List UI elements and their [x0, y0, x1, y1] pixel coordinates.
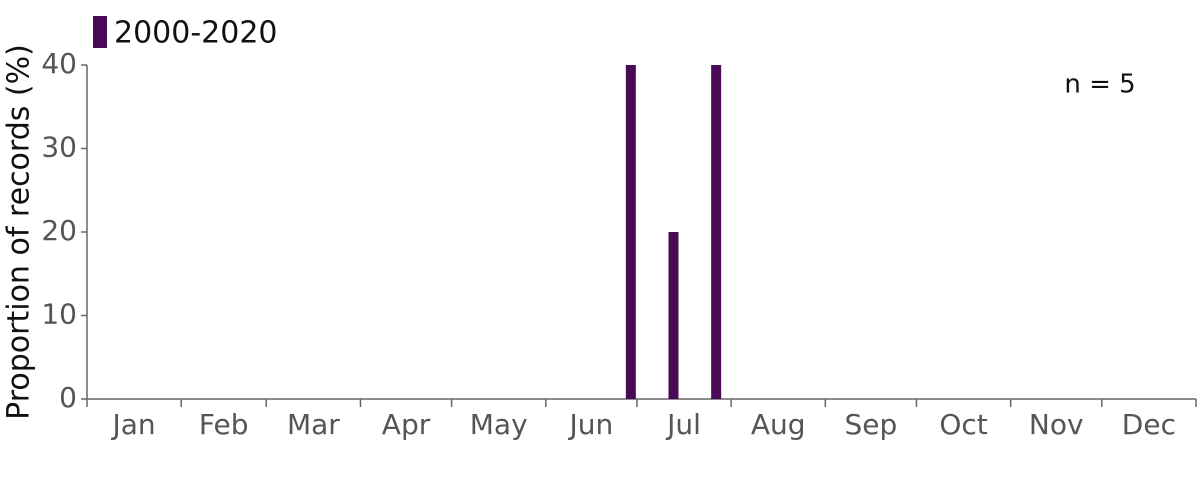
- x-tick-label: Jan: [111, 408, 156, 441]
- bar: [625, 65, 636, 399]
- legend-swatch: [93, 16, 107, 48]
- bar: [711, 65, 722, 399]
- x-tick-label: Apr: [382, 408, 431, 441]
- y-tick-label: 10: [41, 298, 77, 331]
- x-tick-label: Aug: [751, 408, 806, 441]
- x-tick-label: Jun: [567, 408, 613, 441]
- x-tick-label: Feb: [199, 408, 249, 441]
- x-tick-label: Jul: [665, 408, 701, 441]
- x-tick-label: Mar: [287, 408, 340, 441]
- y-tick-label: 0: [59, 381, 77, 414]
- x-tick-label: Dec: [1122, 408, 1176, 441]
- y-tick-label: 20: [41, 214, 77, 247]
- annotation: n = 5: [1064, 70, 1135, 100]
- y-axis-title: Proportion of records (%): [2, 44, 37, 420]
- x-tick-label: Nov: [1029, 408, 1084, 441]
- y-tick-label: 40: [41, 47, 77, 80]
- x-tick-label: Oct: [939, 408, 987, 441]
- legend-label: 2000-2020: [114, 16, 278, 51]
- x-tick-label: Sep: [845, 408, 898, 441]
- bar: [668, 232, 679, 399]
- y-tick-label: 30: [41, 131, 77, 164]
- x-tick-label: May: [470, 408, 528, 441]
